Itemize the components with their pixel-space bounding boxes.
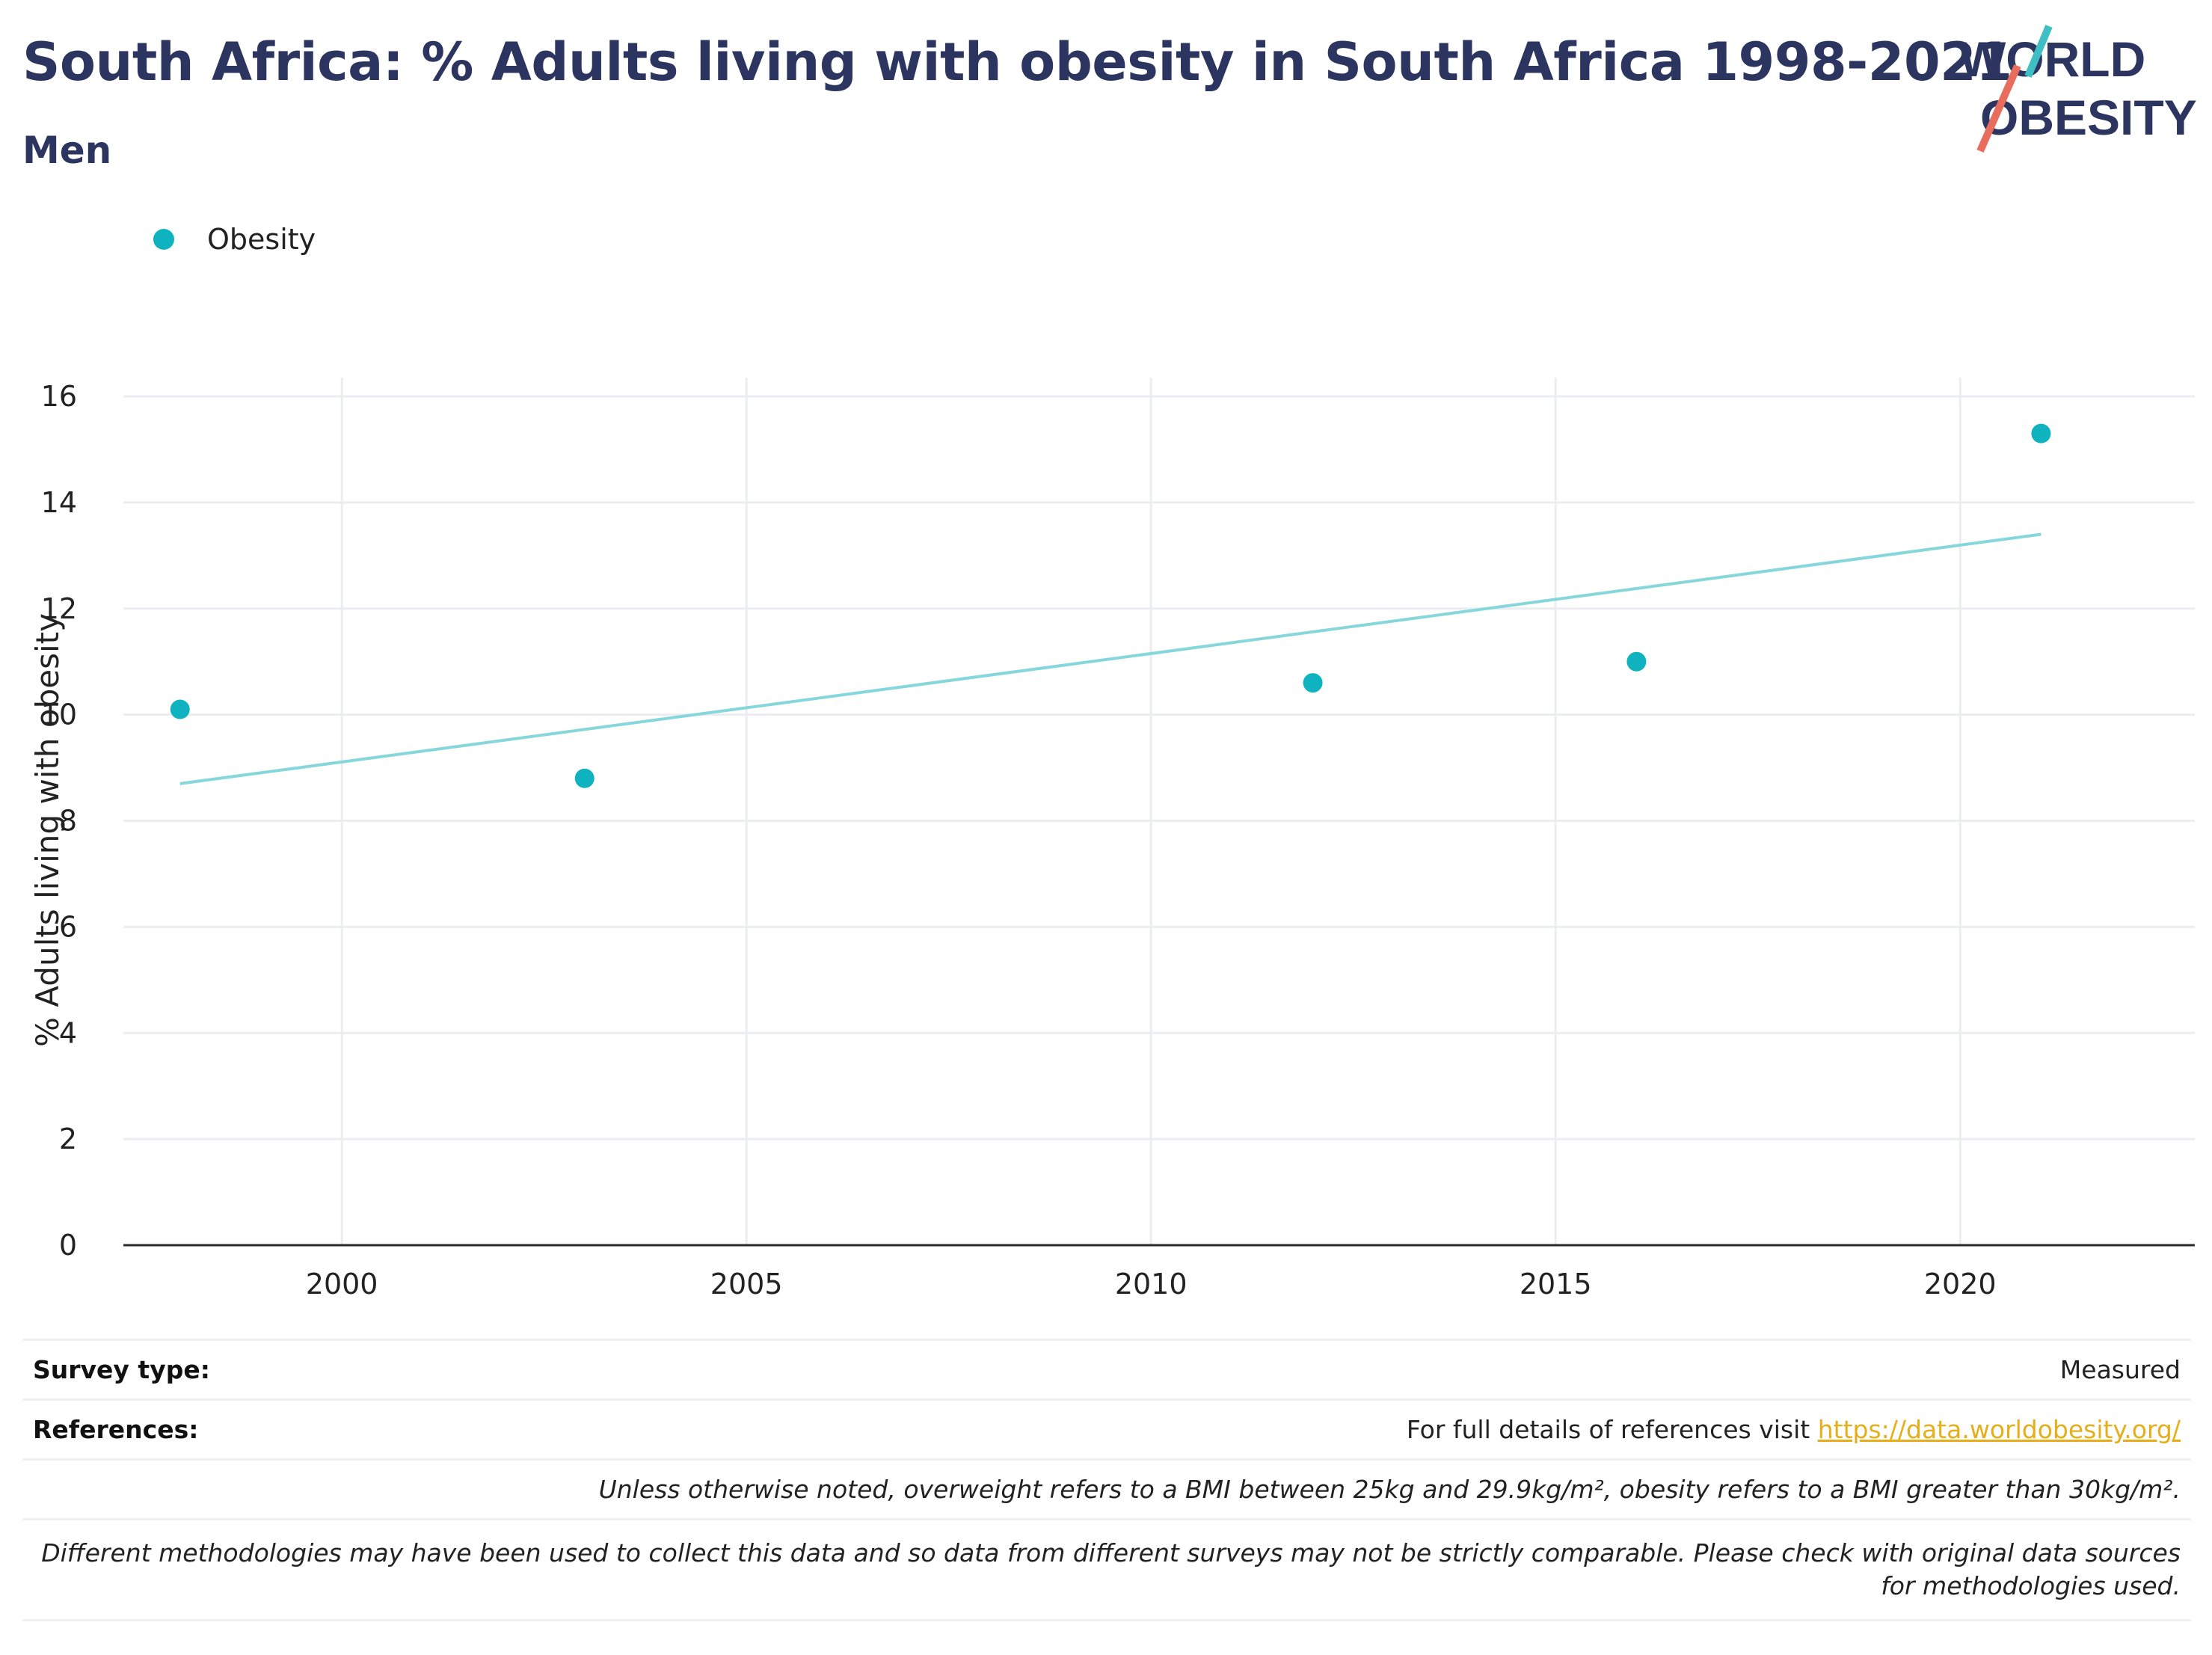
y-tick-label: 14	[41, 486, 77, 519]
chart-footer: Survey type: Measured References: For fu…	[22, 1339, 2191, 1621]
references-link[interactable]: https://data.worldobesity.org/	[1817, 1415, 2181, 1444]
data-point	[1303, 673, 1323, 693]
references-value: For full details of references visit htt…	[1407, 1415, 2181, 1444]
data-point	[574, 768, 595, 788]
y-tick-label: 8	[59, 805, 77, 838]
y-tick-label: 4	[59, 1016, 77, 1049]
logo-line2: OBESITY	[1980, 90, 2197, 145]
y-tick-label: 0	[59, 1229, 77, 1262]
y-axis-title: % Adults living with obesity	[29, 613, 66, 1047]
y-tick-label: 2	[59, 1123, 77, 1155]
y-tick-label: 6	[59, 910, 77, 943]
methodology-note: Different methodologies may have been us…	[41, 1538, 2181, 1600]
data-point	[170, 699, 190, 719]
bmi-note-row: Unless otherwise noted, overweight refer…	[22, 1458, 2191, 1518]
survey-type-row: Survey type: Measured	[22, 1339, 2191, 1398]
y-tick-label: 12	[41, 592, 77, 625]
logo-teal-slash	[2024, 25, 2053, 78]
y-tick-label: 10	[41, 698, 77, 731]
x-tick-label: 2005	[710, 1268, 783, 1301]
logo-line1: WORLD	[1959, 31, 2145, 87]
chart-legend: Obesity	[153, 223, 316, 256]
survey-type-value: Measured	[2059, 1355, 2181, 1384]
obesity-scatter-chart: 0 2 4 6 8 10 12 14 16 2000 2005 2010 2015 2020 % Adult…	[29, 378, 2195, 1301]
references-text: For full details of references visit	[1406, 1415, 1818, 1444]
data-point	[2031, 423, 2051, 443]
x-tick-label: 2020	[1924, 1268, 1997, 1301]
page-subtitle: Men	[22, 129, 112, 172]
y-tick-label: 16	[41, 380, 77, 413]
references-row: References: For full details of referenc…	[22, 1398, 2191, 1458]
trend-line	[179, 532, 2042, 785]
world-obesity-logo: WORLD OBESITY	[1959, 25, 2197, 153]
page-title: South Africa: % Adults living with obesi…	[22, 31, 2012, 93]
x-tick-label: 2000	[306, 1268, 378, 1301]
data-point	[1626, 651, 1647, 672]
x-tick-label: 2015	[1520, 1268, 1592, 1301]
references-label: References:	[33, 1415, 199, 1444]
x-tick-label: 2010	[1115, 1268, 1188, 1301]
methodology-note-row: Different methodologies may have been us…	[22, 1518, 2191, 1621]
bmi-note: Unless otherwise noted, overweight refer…	[598, 1474, 2181, 1504]
logo-coral-slash	[1976, 64, 2021, 153]
legend-label-obesity: Obesity	[207, 223, 316, 256]
legend-marker-obesity	[153, 229, 174, 250]
survey-type-label: Survey type:	[33, 1355, 210, 1384]
